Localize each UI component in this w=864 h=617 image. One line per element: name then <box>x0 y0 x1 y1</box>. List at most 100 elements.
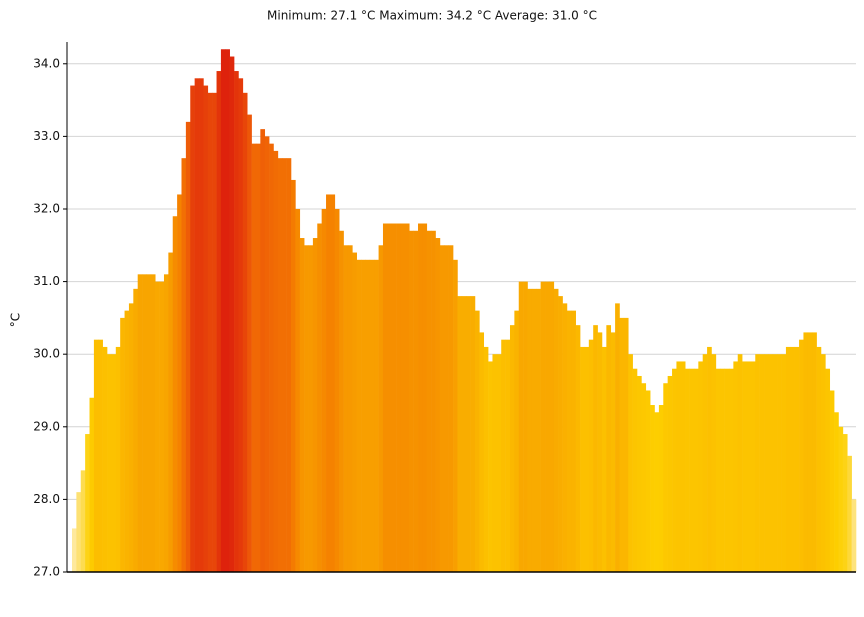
bar <box>606 325 612 572</box>
bar <box>238 78 244 573</box>
bar <box>816 346 822 572</box>
bar <box>356 259 362 572</box>
bar <box>102 346 108 572</box>
bar <box>308 245 314 573</box>
bar <box>120 317 125 572</box>
bar <box>575 325 581 572</box>
bar <box>172 216 178 572</box>
bar <box>746 361 752 572</box>
bar <box>689 368 695 572</box>
bar <box>374 259 379 572</box>
bar <box>558 296 563 572</box>
bar <box>733 361 739 572</box>
bar <box>352 252 357 572</box>
bar <box>413 230 419 572</box>
bar <box>593 325 598 572</box>
bar <box>448 245 454 573</box>
bar <box>203 85 209 572</box>
bar <box>461 296 467 572</box>
y-tick-label: 34.0 <box>33 56 60 70</box>
bar <box>518 281 524 572</box>
y-tick-label: 33.0 <box>33 129 60 143</box>
bar <box>439 245 445 573</box>
bar <box>409 230 414 572</box>
bar <box>470 296 476 572</box>
bar <box>737 354 743 572</box>
bar <box>514 310 520 572</box>
bar <box>702 354 708 572</box>
bar <box>549 281 555 572</box>
bar <box>159 281 165 572</box>
bar <box>343 245 349 573</box>
bar <box>220 49 226 573</box>
bar <box>85 434 90 572</box>
bar <box>369 259 375 572</box>
bar <box>720 368 725 572</box>
bar <box>764 354 769 572</box>
bar <box>597 332 603 572</box>
bar <box>163 274 169 572</box>
bar <box>155 281 160 572</box>
bar <box>426 230 432 572</box>
bar <box>641 383 647 572</box>
bar <box>317 223 322 573</box>
bar <box>247 114 252 573</box>
bar <box>185 121 191 573</box>
bar <box>711 354 717 572</box>
bar <box>444 245 449 573</box>
bar <box>124 310 130 572</box>
bar <box>400 223 406 573</box>
bar <box>207 92 213 573</box>
bar <box>93 339 99 572</box>
bar <box>133 288 138 572</box>
bar <box>422 223 428 573</box>
y-tick-label: 27.0 <box>33 565 60 579</box>
bar <box>286 158 292 573</box>
bar <box>177 194 182 572</box>
y-tick-label: 30.0 <box>33 347 60 361</box>
bar <box>750 361 756 572</box>
bar <box>680 361 686 572</box>
bar <box>142 274 147 572</box>
chart-title: Minimum: 27.1 °C Maximum: 34.2 °C Averag… <box>267 9 597 23</box>
bar <box>523 281 528 572</box>
bar <box>619 317 625 572</box>
bar <box>584 346 590 572</box>
y-axis-label: °C <box>9 313 23 327</box>
bar <box>378 245 384 573</box>
bar <box>812 332 817 572</box>
bar <box>628 354 633 572</box>
bar <box>98 339 103 572</box>
bar <box>225 49 230 573</box>
bar <box>146 274 152 572</box>
y-tick-label: 29.0 <box>33 419 60 433</box>
bar <box>781 354 787 572</box>
bar <box>632 368 638 572</box>
bar <box>382 223 388 573</box>
bar <box>588 339 594 572</box>
bar <box>295 208 301 572</box>
bar <box>273 150 279 572</box>
bar <box>194 78 200 573</box>
bar <box>654 412 660 572</box>
bar <box>566 310 572 572</box>
bar <box>807 332 813 572</box>
bar <box>685 368 690 572</box>
bar <box>785 346 791 572</box>
bar <box>199 78 204 573</box>
bar <box>540 281 546 572</box>
bar <box>304 245 309 573</box>
bar <box>553 288 559 572</box>
bar <box>667 375 673 572</box>
bar <box>759 354 765 572</box>
bar <box>790 346 795 572</box>
bar <box>545 281 550 572</box>
bar <box>404 223 410 573</box>
bar <box>698 361 704 572</box>
bar <box>825 368 831 572</box>
bar <box>431 230 436 572</box>
bar <box>418 223 423 573</box>
bar <box>707 346 712 572</box>
bar <box>488 361 493 572</box>
bar <box>282 158 287 573</box>
